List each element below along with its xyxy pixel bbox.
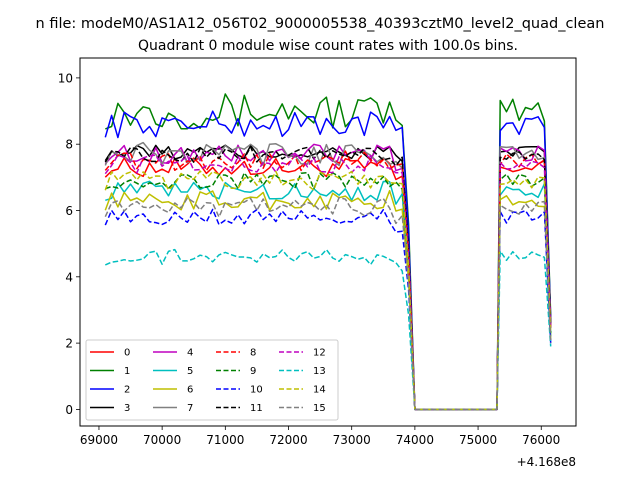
y-tick-label: 0 [65, 403, 73, 417]
x-offset-label: +4.168e8 [517, 455, 576, 469]
plot-frame [79, 57, 577, 427]
y-axis: 0 2 4 6 8 10 [58, 71, 80, 417]
y-tick-label: 4 [65, 270, 73, 284]
plot-series-group [104, 93, 552, 411]
series-line-14 [104, 170, 552, 411]
x-tick-label: 75000 [459, 433, 497, 447]
legend-label: 13 [313, 366, 326, 377]
x-tick-label: 73000 [333, 433, 371, 447]
legend-label: 6 [187, 385, 193, 396]
legend-label: 15 [313, 403, 326, 414]
series-line-15 [104, 196, 552, 411]
x-tick-label: 70000 [143, 433, 181, 447]
x-tick-label: 74000 [396, 433, 434, 447]
figure-suptitle: n file: modeM0/AS1A12_056T02_9000005538_… [36, 16, 605, 32]
legend-label: 2 [124, 385, 130, 396]
series-line-12 [104, 154, 552, 411]
x-tick-label: 72000 [269, 433, 307, 447]
legend-label: 7 [187, 403, 193, 414]
legend-label: 14 [313, 385, 326, 396]
series-line-9 [105, 171, 552, 411]
x-axis: 69000 70000 71000 72000 73000 74000 75000 76000 [80, 426, 560, 447]
legend-label: 4 [187, 348, 193, 359]
x-tick-label: 76000 [522, 433, 560, 447]
legend-label: 10 [250, 385, 263, 396]
x-tick-label: 71000 [206, 433, 244, 447]
legend-label: 0 [124, 348, 130, 359]
chart-title: Quadrant 0 module wise count rates with … [138, 38, 518, 54]
legend-label: 3 [124, 403, 130, 414]
series-line-13 [104, 248, 552, 411]
legend-box [85, 339, 339, 421]
legend-label: 12 [313, 348, 326, 359]
y-tick-label: 10 [58, 71, 73, 85]
legend-label: 8 [250, 348, 256, 359]
legend-label: 1 [124, 366, 130, 377]
y-tick-label: 2 [65, 337, 73, 351]
x-tick-label: 69000 [80, 433, 118, 447]
legend-label: 5 [187, 366, 193, 377]
y-tick-label: 8 [65, 138, 73, 152]
legend-label: 11 [250, 403, 263, 414]
series-line-11 [104, 146, 552, 411]
y-tick-label: 6 [65, 204, 73, 218]
legend-label: 9 [250, 366, 256, 377]
